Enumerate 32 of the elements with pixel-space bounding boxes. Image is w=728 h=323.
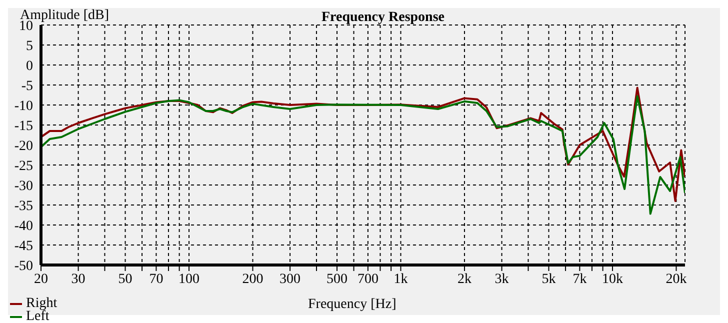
x-tick-label: 500 — [326, 272, 348, 287]
x-tick-label: 300 — [280, 272, 301, 287]
legend-label: Left — [26, 309, 50, 323]
x-tick-label: 70 — [149, 272, 164, 287]
y-tick-label: -45 — [14, 238, 33, 254]
x-tick-label: 5k — [542, 272, 556, 287]
x-tick-label: 7k — [572, 272, 587, 287]
x-tick-label: 2k — [457, 272, 472, 287]
x-tick-label: 1k — [394, 272, 408, 287]
x-tick-label: 3k — [494, 272, 509, 287]
y-tick-label: -5 — [21, 78, 33, 94]
y-tick-label: -15 — [14, 118, 33, 134]
x-axis-title: Frequency [Hz] — [308, 297, 396, 313]
x-tick-label: 10k — [602, 272, 623, 287]
y-tick-label: -25 — [14, 158, 33, 174]
chart-title: Frequency Response — [320, 10, 446, 26]
legend-label: Right — [26, 296, 58, 311]
x-tick-label: 20 — [34, 272, 48, 287]
x-tick-label: 200 — [242, 272, 264, 287]
y-tick-label: 0 — [26, 58, 33, 74]
y-tick-label: -40 — [14, 218, 33, 234]
x-tick-label: 700 — [357, 272, 378, 287]
x-tick-label: 100 — [178, 272, 200, 287]
y-tick-label: -50 — [14, 258, 33, 274]
y-tick-label: -35 — [14, 198, 33, 214]
y-tick-label: 5 — [26, 38, 33, 54]
x-tick-label: 50 — [118, 272, 132, 287]
x-tick-label: 30 — [71, 272, 86, 287]
y-tick-label: -20 — [14, 138, 33, 154]
y-tick-label: -30 — [14, 178, 33, 194]
y-tick-label: -10 — [14, 98, 33, 114]
x-tick-label: 20k — [666, 272, 687, 287]
